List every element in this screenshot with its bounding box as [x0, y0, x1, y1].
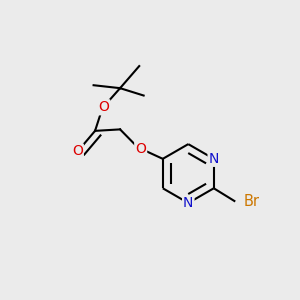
Text: O: O [72, 145, 83, 158]
Text: O: O [135, 142, 146, 155]
Text: N: N [183, 196, 194, 210]
Text: Br: Br [244, 194, 260, 209]
Text: O: O [98, 100, 109, 114]
Text: N: N [208, 152, 219, 166]
